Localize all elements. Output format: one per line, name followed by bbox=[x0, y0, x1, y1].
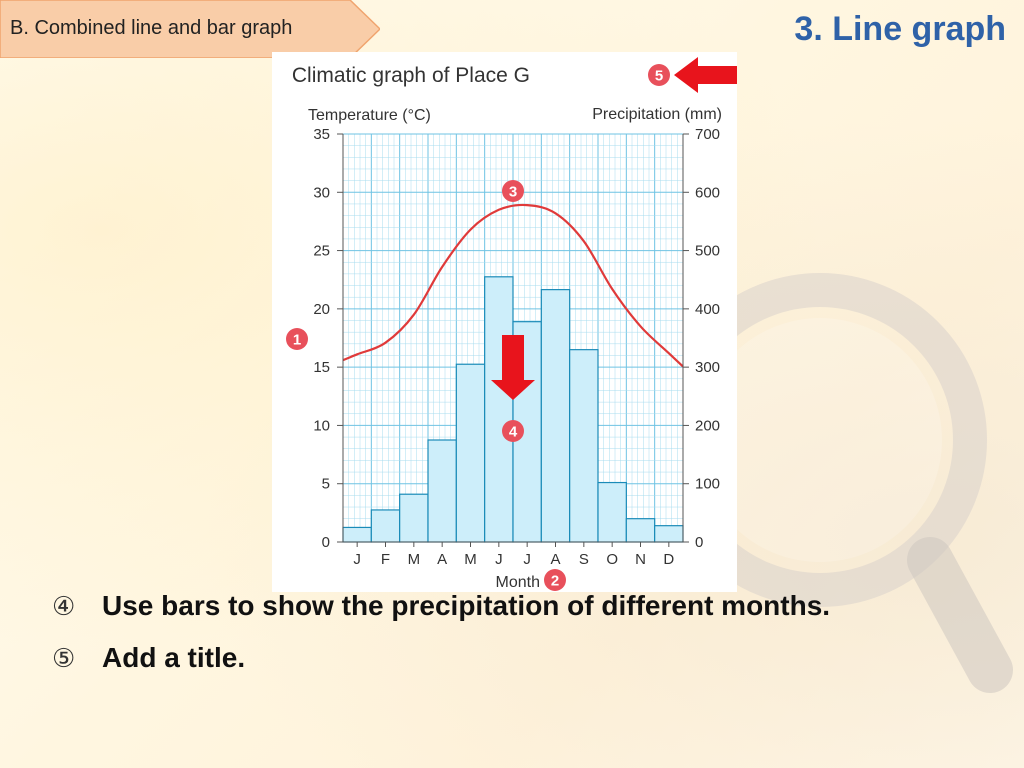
precipitation-bar bbox=[569, 349, 599, 543]
slide-title: 3. Line graph bbox=[794, 10, 1006, 48]
month-tick-label: N bbox=[635, 551, 646, 568]
right-tick-label: 100 bbox=[695, 476, 720, 493]
month-axis-label: Month bbox=[496, 574, 540, 591]
section-tab: B. Combined line and bar graph bbox=[0, 0, 380, 58]
bullet-text: Add a title. bbox=[102, 642, 246, 673]
precipitation-bar bbox=[540, 289, 571, 543]
bullet-text: Use bars to show the precipitation of di… bbox=[102, 590, 831, 621]
left-tick-label: 30 bbox=[313, 184, 330, 201]
temperature-line-marker-label: 3 bbox=[509, 184, 517, 201]
precipitation-bar bbox=[625, 518, 656, 543]
left-tick-label: 0 bbox=[322, 534, 330, 551]
chart-panel: 0 5 10 15 20 25 30 35 0 100 200 300 400 500 600 700 J F M A… bbox=[272, 52, 737, 592]
section-tab-label: B. Combined line and bar graph bbox=[10, 17, 293, 39]
left-tick-label: 5 bbox=[322, 476, 330, 493]
month-tick-label: M bbox=[408, 551, 421, 568]
left-tick-label: 35 bbox=[313, 126, 330, 143]
precipitation-bar bbox=[342, 526, 372, 543]
xlabel-marker-circle bbox=[544, 569, 566, 591]
month-tick-label: J bbox=[353, 551, 361, 568]
chart-title: Climatic graph of Place G bbox=[292, 64, 530, 87]
title-marker-label: 5 bbox=[655, 68, 663, 85]
bars-arrow-icon bbox=[491, 335, 535, 400]
temperature-line-marker-circle bbox=[502, 180, 524, 202]
title-marker-circle bbox=[648, 64, 670, 86]
temperature-line bbox=[342, 203, 684, 368]
precipitation-bars-marker-label: 4 bbox=[509, 424, 518, 441]
title-arrow-icon bbox=[674, 57, 737, 93]
right-tick-label: 700 bbox=[695, 126, 720, 143]
precipitation-bar bbox=[484, 276, 514, 543]
right-tick-label: 500 bbox=[695, 243, 720, 260]
precipitation-bars-marker-circle bbox=[502, 420, 524, 442]
chart-markers: 5 2 1 3 4 bbox=[286, 57, 737, 591]
xlabel-marker-label: 2 bbox=[551, 573, 559, 590]
precipitation-bars bbox=[342, 276, 684, 543]
month-tick-label: D bbox=[663, 551, 674, 568]
precipitation-bar bbox=[399, 493, 429, 543]
precipitation-bar bbox=[370, 509, 401, 543]
precipitation-bar bbox=[654, 525, 684, 543]
right-tick-label: 600 bbox=[695, 184, 720, 201]
month-tick-label: J bbox=[523, 551, 531, 568]
month-tick-label: A bbox=[437, 551, 447, 568]
temperature-axis-marker-circle bbox=[286, 328, 308, 350]
left-tick-label: 15 bbox=[313, 359, 330, 376]
precipitation-bar bbox=[427, 439, 457, 543]
month-tick-label: F bbox=[381, 551, 390, 568]
month-tick-label: J bbox=[495, 551, 503, 568]
right-tick-label: 200 bbox=[695, 417, 720, 434]
precipitation-bar bbox=[455, 363, 486, 543]
precipitation-bar bbox=[597, 481, 627, 543]
month-tick-label: A bbox=[550, 551, 560, 568]
precipitation-axis-label: Precipitation (mm) bbox=[592, 106, 722, 123]
left-tick-label: 25 bbox=[313, 243, 330, 260]
month-tick-label: M bbox=[464, 551, 477, 568]
temperature-line-layer bbox=[342, 203, 684, 368]
right-tick-label: 400 bbox=[695, 301, 720, 318]
bullet-marker: ④ bbox=[52, 592, 76, 622]
right-tick-label: 300 bbox=[695, 359, 720, 376]
month-tick-label: O bbox=[606, 551, 618, 568]
left-tick-label: 20 bbox=[313, 301, 330, 318]
temperature-axis-marker-label: 1 bbox=[293, 332, 301, 349]
right-tick-label: 0 bbox=[695, 534, 703, 551]
left-tick-label: 10 bbox=[313, 417, 330, 434]
chart-labels: Climatic graph of Place G Temperature (°… bbox=[292, 64, 722, 591]
temperature-axis-label: Temperature (°C) bbox=[308, 107, 431, 124]
bullet-marker: ⑤ bbox=[52, 644, 76, 674]
month-tick-label: S bbox=[579, 551, 589, 568]
